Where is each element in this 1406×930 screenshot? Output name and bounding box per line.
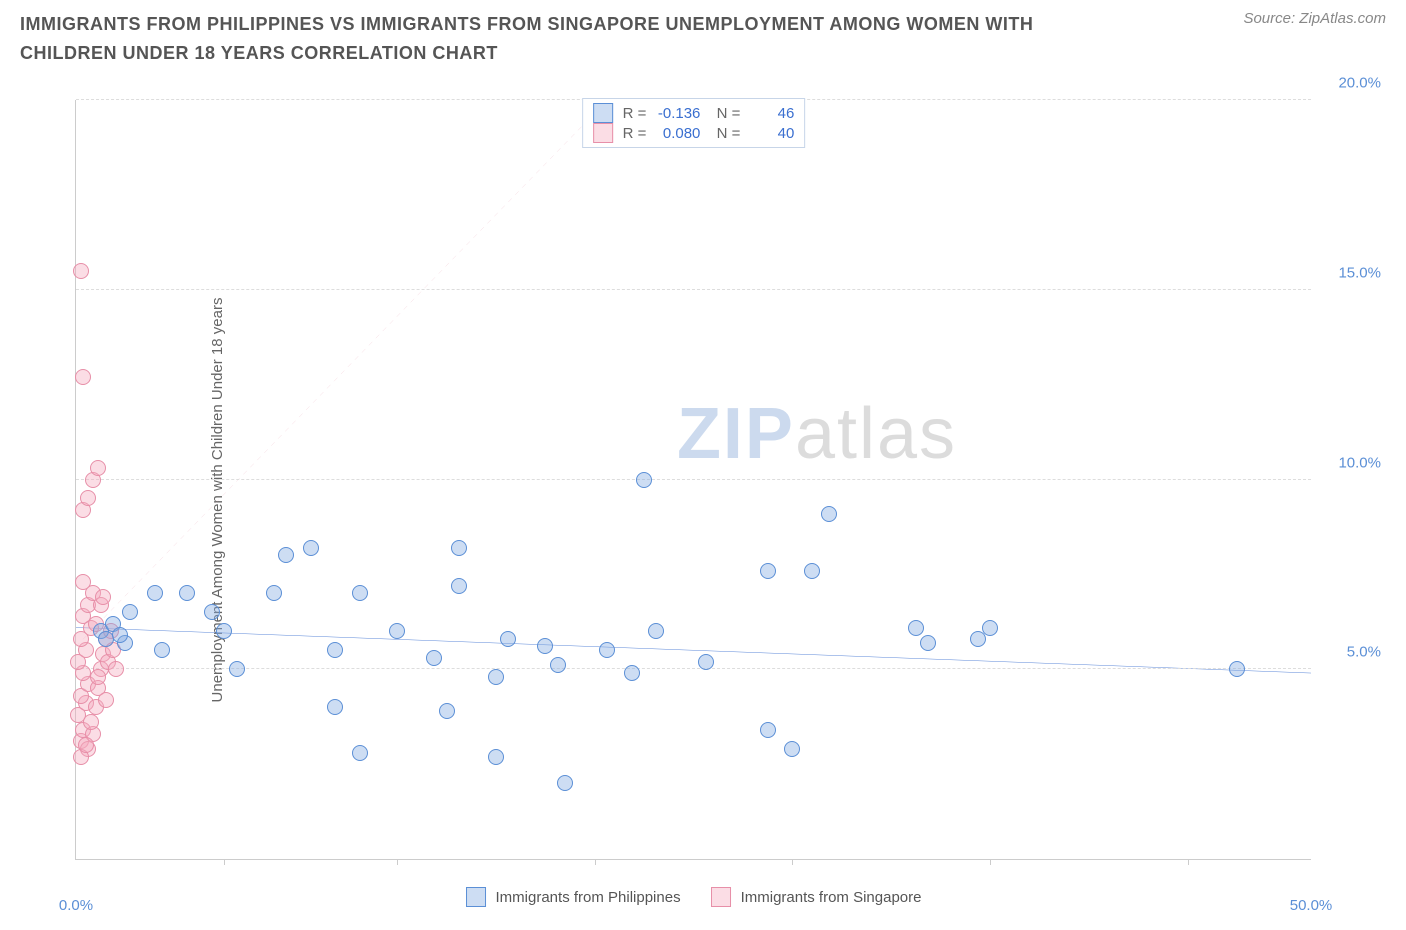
data-point <box>179 585 195 601</box>
data-point <box>327 642 343 658</box>
data-point <box>352 745 368 761</box>
data-point <box>75 369 91 385</box>
data-point <box>500 631 516 647</box>
data-point <box>698 654 714 670</box>
data-point <box>303 540 319 556</box>
swatch-pink-icon <box>711 887 731 907</box>
swatch-blue-icon <box>593 103 613 123</box>
data-point <box>78 737 94 753</box>
data-point <box>636 472 652 488</box>
stat-value: 0.080 <box>652 125 700 142</box>
x-tick-label: 0.0% <box>59 897 93 914</box>
swatch-pink-icon <box>593 123 613 143</box>
stat-label: N = <box>717 105 741 122</box>
swatch-blue-icon <box>466 887 486 907</box>
data-point <box>451 578 467 594</box>
trendlines-svg <box>76 100 1311 859</box>
data-point <box>821 506 837 522</box>
data-point <box>648 623 664 639</box>
data-point <box>73 263 89 279</box>
plot-area: ZIPatlas R = -0.136 N = 46 R = 0.080 N =… <box>75 100 1311 860</box>
data-point <box>389 623 405 639</box>
data-point <box>557 775 573 791</box>
stat-label: N = <box>717 125 741 142</box>
x-tick <box>224 859 225 865</box>
data-point <box>439 703 455 719</box>
data-point <box>1229 661 1245 677</box>
data-point <box>327 699 343 715</box>
data-point <box>90 460 106 476</box>
data-point <box>488 669 504 685</box>
legend-label: Immigrants from Singapore <box>741 889 922 906</box>
data-point <box>908 620 924 636</box>
data-point <box>970 631 986 647</box>
x-tick <box>595 859 596 865</box>
stat-label: R = <box>623 105 647 122</box>
y-tick-label: 20.0% <box>1321 75 1381 92</box>
data-point <box>804 563 820 579</box>
gridline-h <box>76 289 1311 290</box>
source-text: Source: ZipAtlas.com <box>1243 10 1386 27</box>
x-tick <box>792 859 793 865</box>
data-point <box>112 627 128 643</box>
data-point <box>229 661 245 677</box>
gridline-h <box>76 668 1311 669</box>
legend-label: Immigrants from Philippines <box>496 889 681 906</box>
stat-value: 46 <box>746 105 794 122</box>
data-point <box>451 540 467 556</box>
chart-area: Unemployment Among Women with Children U… <box>20 90 1386 910</box>
data-point <box>982 620 998 636</box>
data-point <box>920 635 936 651</box>
data-point <box>90 669 106 685</box>
gridline-h <box>76 479 1311 480</box>
x-tick <box>990 859 991 865</box>
chart-title: IMMIGRANTS FROM PHILIPPINES VS IMMIGRANT… <box>20 10 1120 68</box>
data-point <box>216 623 232 639</box>
data-point <box>426 650 442 666</box>
data-point <box>95 589 111 605</box>
data-point <box>80 490 96 506</box>
data-point <box>550 657 566 673</box>
data-point <box>488 749 504 765</box>
data-point <box>537 638 553 654</box>
data-point <box>784 741 800 757</box>
stat-value: -0.136 <box>652 105 700 122</box>
data-point <box>760 722 776 738</box>
watermark: ZIPatlas <box>677 393 957 475</box>
data-point <box>75 574 91 590</box>
x-tick <box>1188 859 1189 865</box>
data-point <box>98 631 114 647</box>
stats-box: R = -0.136 N = 46 R = 0.080 N = 40 <box>582 98 806 148</box>
stat-value: 40 <box>746 125 794 142</box>
data-point <box>154 642 170 658</box>
y-tick-label: 15.0% <box>1321 264 1381 281</box>
y-tick-label: 10.0% <box>1321 454 1381 471</box>
data-point <box>204 604 220 620</box>
data-point <box>147 585 163 601</box>
y-tick-label: 5.0% <box>1321 644 1381 661</box>
data-point <box>83 714 99 730</box>
data-point <box>599 642 615 658</box>
bottom-legend: Immigrants from Philippines Immigrants f… <box>466 887 922 907</box>
data-point <box>278 547 294 563</box>
x-tick-label: 50.0% <box>1290 897 1333 914</box>
data-point <box>624 665 640 681</box>
data-point <box>352 585 368 601</box>
data-point <box>98 692 114 708</box>
data-point <box>760 563 776 579</box>
data-point <box>108 661 124 677</box>
x-tick <box>397 859 398 865</box>
data-point <box>266 585 282 601</box>
data-point <box>122 604 138 620</box>
stat-label: R = <box>623 125 647 142</box>
